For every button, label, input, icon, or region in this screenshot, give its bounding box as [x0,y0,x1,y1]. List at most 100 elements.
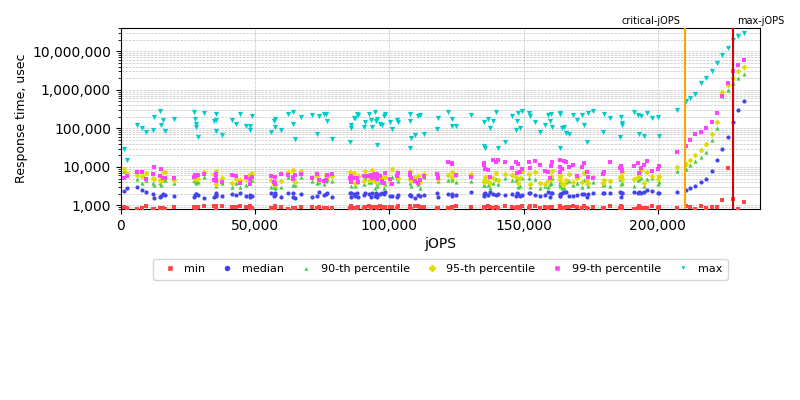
Point [722,45,734,52]
Point [350,175,363,182]
Point [289,205,302,212]
Point [710,118,723,125]
Point [653,190,666,196]
Point [326,204,338,211]
Point [582,182,594,189]
Point [130,206,143,212]
Point [370,173,383,179]
Point [576,191,589,198]
Point [130,175,143,182]
Point [634,165,647,171]
Point [603,203,616,210]
Point [562,131,575,137]
Point [684,204,697,210]
Point [383,176,396,182]
Point [210,183,222,190]
Point [370,116,383,122]
Point [358,205,370,211]
Point [603,115,616,122]
Point [684,95,697,102]
Point [404,204,417,210]
Point [121,172,134,179]
Point [347,169,360,176]
Point [694,179,707,186]
Point [155,178,168,184]
Point [615,114,628,120]
Point [344,183,357,190]
Point [320,178,333,184]
Point [243,176,256,182]
Point [374,203,386,209]
Point [294,171,307,177]
Point [633,176,646,182]
Point [567,203,580,210]
Point [294,191,307,197]
Point [689,206,702,212]
Point [135,186,148,193]
Point [700,140,713,147]
Point [528,119,541,126]
Point [246,193,258,200]
Point [705,168,718,174]
Point [269,184,282,190]
Point [578,191,591,197]
Point [498,192,511,198]
Point [391,170,404,177]
Point [558,206,570,212]
Point [732,206,745,212]
Point [546,159,558,165]
Point [694,80,707,86]
Point [347,114,360,121]
Point [130,122,143,128]
Point [198,171,210,177]
Point [582,206,594,212]
Point [511,204,524,210]
Point [638,188,650,195]
Point [190,172,202,178]
Point [365,172,378,178]
Point [320,205,333,212]
Point [523,158,536,165]
Point [562,178,575,185]
Point [208,203,221,209]
Point [653,162,666,169]
Point [511,204,524,210]
Point [369,204,382,210]
Point [135,125,148,132]
Point [344,172,357,179]
Point [638,205,650,212]
Point [157,168,170,175]
Point [554,110,566,117]
Point [705,131,718,138]
Point [310,173,323,179]
Point [118,168,130,174]
Point [343,169,356,176]
Point [511,161,524,168]
Point [418,204,430,210]
Point [365,179,378,185]
Point [680,143,693,149]
Point [243,171,256,178]
Point [243,194,256,200]
Point [190,172,203,179]
Point [710,125,723,132]
Point [653,179,666,185]
Point [153,204,166,211]
Point [139,176,152,182]
Point [320,191,333,197]
Point [320,111,333,117]
Point [528,176,541,182]
Point [638,162,650,168]
Point [159,206,172,212]
Point [482,166,494,173]
Point [370,190,382,196]
Point [365,204,378,210]
Point [726,68,739,75]
Point [369,193,382,199]
Point [365,167,378,174]
Point [446,174,459,181]
Point [615,190,628,196]
Point [386,174,398,180]
Point [365,194,378,200]
Point [646,114,658,121]
